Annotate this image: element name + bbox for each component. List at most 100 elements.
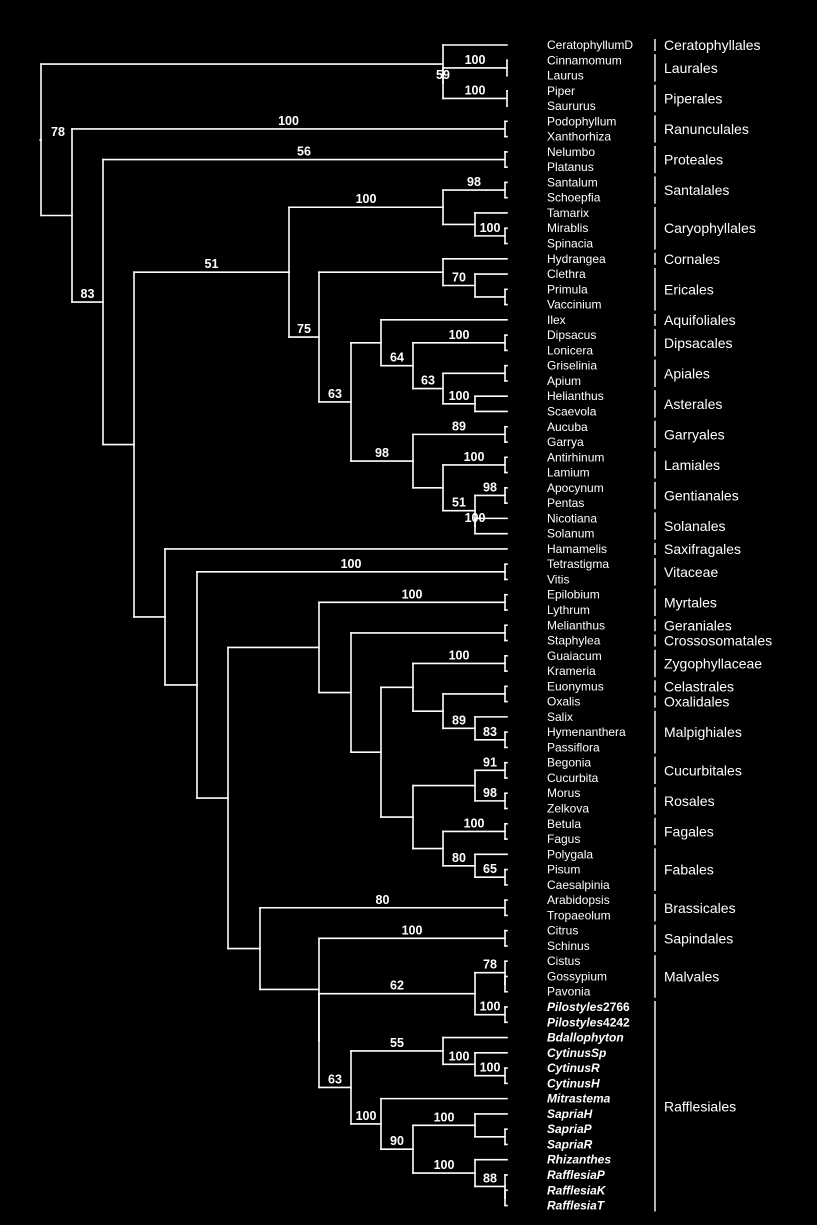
taxon-label: Mitrastema <box>547 1092 611 1106</box>
order-label: Solanales <box>664 518 726 534</box>
taxon-label: Nicotiana <box>547 511 597 525</box>
support-value: 75 <box>297 322 311 336</box>
taxon-label: Euonymus <box>547 679 604 693</box>
taxon-label: Schinus <box>547 939 590 953</box>
taxon-label: Aucuba <box>547 420 588 434</box>
taxon-label: CytinusH <box>547 1076 600 1090</box>
support-value: 83 <box>81 287 95 301</box>
order-label: Geraniales <box>664 617 732 633</box>
taxon-label: Garrya <box>547 435 584 449</box>
taxon-label: Tetrastigma <box>547 557 609 571</box>
support-value: 91 <box>483 755 497 769</box>
order-label: Crossosomatales <box>664 633 772 649</box>
taxon-label: Hydrangea <box>547 252 606 266</box>
order-label: Aquifoliales <box>664 312 736 328</box>
taxon-label: Krameria <box>547 664 596 678</box>
order-label: Myrtales <box>664 594 717 610</box>
order-label: Zygophyllaceae <box>664 655 762 671</box>
taxon-label: Cucurbita <box>547 771 599 785</box>
support-value: 100 <box>449 648 470 662</box>
taxon-label: Hamamelis <box>547 542 607 556</box>
support-value: 88 <box>483 1171 497 1185</box>
taxon-label: Gossypium <box>547 969 607 983</box>
taxon-label: Primula <box>547 282 588 296</box>
taxon-label: Griselinia <box>547 359 597 373</box>
order-label: Cucurbitales <box>664 762 742 778</box>
taxon-label: Saururus <box>547 99 596 113</box>
taxon-label: Pentas <box>547 496 584 510</box>
order-label: Santalales <box>664 182 729 198</box>
taxon-label: Santalum <box>547 175 598 189</box>
order-label: Lamiales <box>664 457 720 473</box>
support-value: 100 <box>402 923 423 937</box>
order-label: Gentianales <box>664 487 739 503</box>
taxon-label: Solanum <box>547 527 594 541</box>
order-label: Apiales <box>664 365 710 381</box>
taxon-label: CytinusR <box>547 1061 600 1075</box>
taxon-label: Apocynum <box>547 481 604 495</box>
support-value: 100 <box>434 1158 455 1172</box>
taxon-label: Guaiacum <box>547 649 602 663</box>
taxon-label: Hymenanthera <box>547 725 626 739</box>
taxon-label: Epilobium <box>547 588 600 602</box>
support-value: 100 <box>464 450 485 464</box>
taxon-label: Tropaeolum <box>547 908 611 922</box>
taxon-label: Cinnamomum <box>547 53 622 67</box>
order-label: Rafflesiales <box>664 1098 736 1114</box>
taxon-label: Pilostyles2766 <box>547 1000 630 1014</box>
support-value: 98 <box>467 175 481 189</box>
order-label: Proteales <box>664 152 723 168</box>
support-value: 89 <box>452 419 466 433</box>
taxon-label: Tamarix <box>547 206 589 220</box>
taxon-label: RafflesiaT <box>547 1199 606 1213</box>
support-value: 89 <box>452 713 466 727</box>
support-value: 78 <box>483 958 497 972</box>
support-value: 98 <box>375 446 389 460</box>
support-value: 80 <box>452 851 466 865</box>
order-label: Asterales <box>664 396 722 412</box>
order-label: Cornales <box>664 251 720 267</box>
support-value: 100 <box>465 53 486 67</box>
support-value: 100 <box>480 1000 501 1014</box>
taxon-label: Platanus <box>547 160 594 174</box>
support-value: 51 <box>205 257 219 271</box>
support-value: 83 <box>483 725 497 739</box>
taxon-label: Vaccinium <box>547 298 601 312</box>
taxon-label: SapriaP <box>547 1122 593 1136</box>
taxon-label: Caesalpinia <box>547 878 610 892</box>
taxon-label: Polygala <box>547 847 593 861</box>
taxon-label: Laurus <box>547 69 584 83</box>
support-value: 100 <box>449 389 470 403</box>
taxon-label: Citrus <box>547 924 578 938</box>
support-values: 7859100100100835651100981007570636410063… <box>51 53 500 1186</box>
taxon-label: Piper <box>547 84 575 98</box>
support-value: 55 <box>390 1036 404 1050</box>
taxon-label: Bdallophyton <box>547 1031 624 1045</box>
order-label: Rosales <box>664 793 715 809</box>
support-value: 78 <box>51 125 65 139</box>
support-value: 100 <box>449 328 470 342</box>
order-label: Sapindales <box>664 930 733 946</box>
taxon-label: Passiflora <box>547 740 600 754</box>
support-value: 100 <box>356 1109 377 1123</box>
support-value: 100 <box>278 114 299 128</box>
taxon-label: Betula <box>547 817 581 831</box>
taxon-label: Lamium <box>547 466 590 480</box>
order-label: Ceratophyllales <box>664 37 761 53</box>
support-value: 98 <box>483 480 497 494</box>
support-value: 100 <box>480 221 501 235</box>
taxon-label: Staphylea <box>547 634 601 648</box>
taxon-label: Fagus <box>547 832 580 846</box>
taxon-label: Ilex <box>547 313 566 327</box>
support-value: 63 <box>328 1072 342 1086</box>
order-label: Malpighiales <box>664 724 742 740</box>
order-labels: Ceratophyllales Laurales Piperales Ranuncul… <box>654 37 772 1212</box>
taxon-label: Spinacia <box>547 237 593 251</box>
order-label: Fabales <box>664 862 714 878</box>
support-value: 100 <box>356 192 377 206</box>
support-value: 100 <box>434 1110 455 1124</box>
order-label: Malvales <box>664 968 719 984</box>
taxon-label: Pavonia <box>547 985 591 999</box>
taxon-label: Scaevola <box>547 404 597 418</box>
